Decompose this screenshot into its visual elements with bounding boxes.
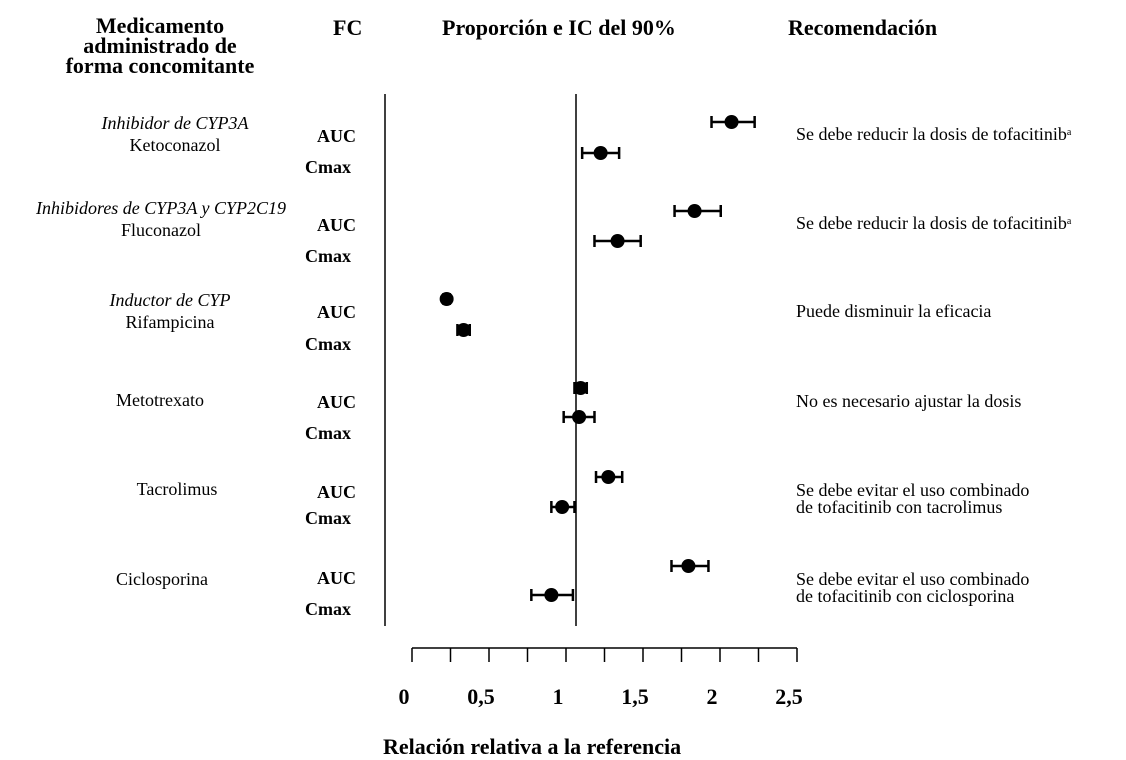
x-axis-label: Relación relativa a la referencia xyxy=(383,734,682,759)
pk-label-cmax: Cmax xyxy=(305,599,351,619)
recommendation-text: Se debe evitar el uso combinado xyxy=(796,480,1030,500)
x-tick-label: 0 xyxy=(399,684,410,709)
recommendation-text-line2: de tofacitinib con tacrolimus xyxy=(796,497,1003,517)
data-point-tacrolimus-cmax xyxy=(550,500,576,514)
pk-label-cmax: Cmax xyxy=(305,334,351,354)
x-tick-label: 0,5 xyxy=(467,684,495,709)
drug-label-ciclosporina: Ciclosporina xyxy=(87,568,237,590)
data-point-metotrexato-cmax xyxy=(562,410,596,424)
data-point-tacrolimus-auc xyxy=(594,470,624,484)
pk-label-cmax: Cmax xyxy=(305,157,351,177)
drug-label-metotrexato: Metotrexato xyxy=(85,389,235,411)
data-point-rifampicina-auc xyxy=(439,292,454,306)
drug-name: Fluconazol xyxy=(121,220,201,240)
ratio-marker xyxy=(724,115,739,129)
data-point-ketoconazol-cmax xyxy=(580,146,621,160)
drug-label-tacrolimus: Tacrolimus xyxy=(102,478,252,500)
ratio-marker xyxy=(601,470,616,484)
ratio-marker xyxy=(544,588,559,602)
header-ratio: Proporción e IC del 90% xyxy=(442,15,676,40)
pk-label-auc: AUC xyxy=(317,215,356,235)
recommendation-text: Se debe reducir la dosis de tofacitinib xyxy=(796,124,1067,144)
ratio-marker xyxy=(593,146,608,160)
header-drug-line1: Medicamento xyxy=(95,13,225,38)
ratio-marker xyxy=(573,381,588,395)
recommendation-tacrolimus: Se debe evitar el uso combinado de tofac… xyxy=(796,480,1030,517)
recommendation-text: Puede disminuir la eficacia xyxy=(796,301,992,321)
drug-name: Metotrexato xyxy=(116,390,204,410)
pk-label-auc: AUC xyxy=(317,482,356,502)
recommendation-metotrexato: No es necesario ajustar la dosis xyxy=(796,391,1022,411)
pk-label-auc: AUC xyxy=(317,126,356,146)
ratio-marker xyxy=(456,323,471,337)
recommendation-ketoconazol: Se debe reducir la dosis de tofacitiniba xyxy=(796,124,1072,144)
recommendation-text: No es necesario ajustar la dosis xyxy=(796,391,1022,411)
data-point-ketoconazol-auc xyxy=(710,115,756,129)
ratio-marker xyxy=(687,204,702,218)
header-drug-line2: administrado de xyxy=(83,33,237,58)
footnote-marker: a xyxy=(1066,127,1072,138)
x-tick-label: 1 xyxy=(553,684,564,709)
recommendation-fluconazol: Se debe reducir la dosis de tofacitiniba xyxy=(796,213,1072,233)
header-drug-line3: forma concomitante xyxy=(65,53,255,78)
ratio-marker xyxy=(610,234,625,248)
drug-label-rifampicina: Inductor de CYP Rifampicina xyxy=(90,289,250,333)
drug-category: Inhibidor de CYP3A xyxy=(101,113,249,133)
data-point-fluconazol-auc xyxy=(673,204,723,218)
data-point-metotrexato-auc xyxy=(573,381,589,395)
x-tick-label: 2,5 xyxy=(775,684,803,709)
data-point-ciclosporina-cmax xyxy=(530,588,575,602)
drug-label-ketoconazol: Inhibidor de CYP3A Ketoconazol xyxy=(85,112,265,156)
ratio-marker xyxy=(572,410,587,424)
recommendation-text: Se debe reducir la dosis de tofacitinib xyxy=(796,213,1067,233)
x-tick-label: 2 xyxy=(707,684,718,709)
pk-label-cmax: Cmax xyxy=(305,246,351,266)
recommendation-text: Se debe evitar el uso combinado xyxy=(796,569,1030,589)
recommendation-ciclosporina: Se debe evitar el uso combinado de tofac… xyxy=(796,569,1030,606)
pk-label-auc: AUC xyxy=(317,568,356,588)
drug-category: Inductor de CYP xyxy=(109,290,231,310)
data-point-fluconazol-cmax xyxy=(593,234,642,248)
ratio-marker xyxy=(681,559,696,573)
drug-name: Rifampicina xyxy=(125,312,215,332)
drug-name: Ketoconazol xyxy=(129,135,221,155)
ratio-marker xyxy=(439,292,454,306)
header-drug: Medicamento administrado de forma concom… xyxy=(60,13,260,78)
data-point-ciclosporina-auc xyxy=(670,559,710,573)
x-tick-label: 1,5 xyxy=(621,684,649,709)
data-point-rifampicina-cmax xyxy=(456,323,471,337)
header-recommendation: Recomendación xyxy=(788,15,938,40)
pk-label-auc: AUC xyxy=(317,302,356,322)
recommendation-text-line2: de tofacitinib con ciclosporina xyxy=(796,586,1015,606)
recommendation-rifampicina: Puede disminuir la eficacia xyxy=(796,301,992,321)
pk-label-cmax: Cmax xyxy=(305,508,351,528)
drug-name: Ciclosporina xyxy=(116,569,208,589)
drug-name: Tacrolimus xyxy=(136,479,218,499)
header-pk: FC xyxy=(333,15,363,40)
pk-label-cmax: Cmax xyxy=(305,423,351,443)
footnote-marker: a xyxy=(1066,216,1072,227)
pk-label-auc: AUC xyxy=(317,392,356,412)
drug-category: Inhibidores de CYP3A y CYP2C19 xyxy=(35,198,286,218)
ratio-marker xyxy=(555,500,570,514)
drug-label-fluconazol: Inhibidores de CYP3A y CYP2C19 Fluconazo… xyxy=(2,197,320,241)
